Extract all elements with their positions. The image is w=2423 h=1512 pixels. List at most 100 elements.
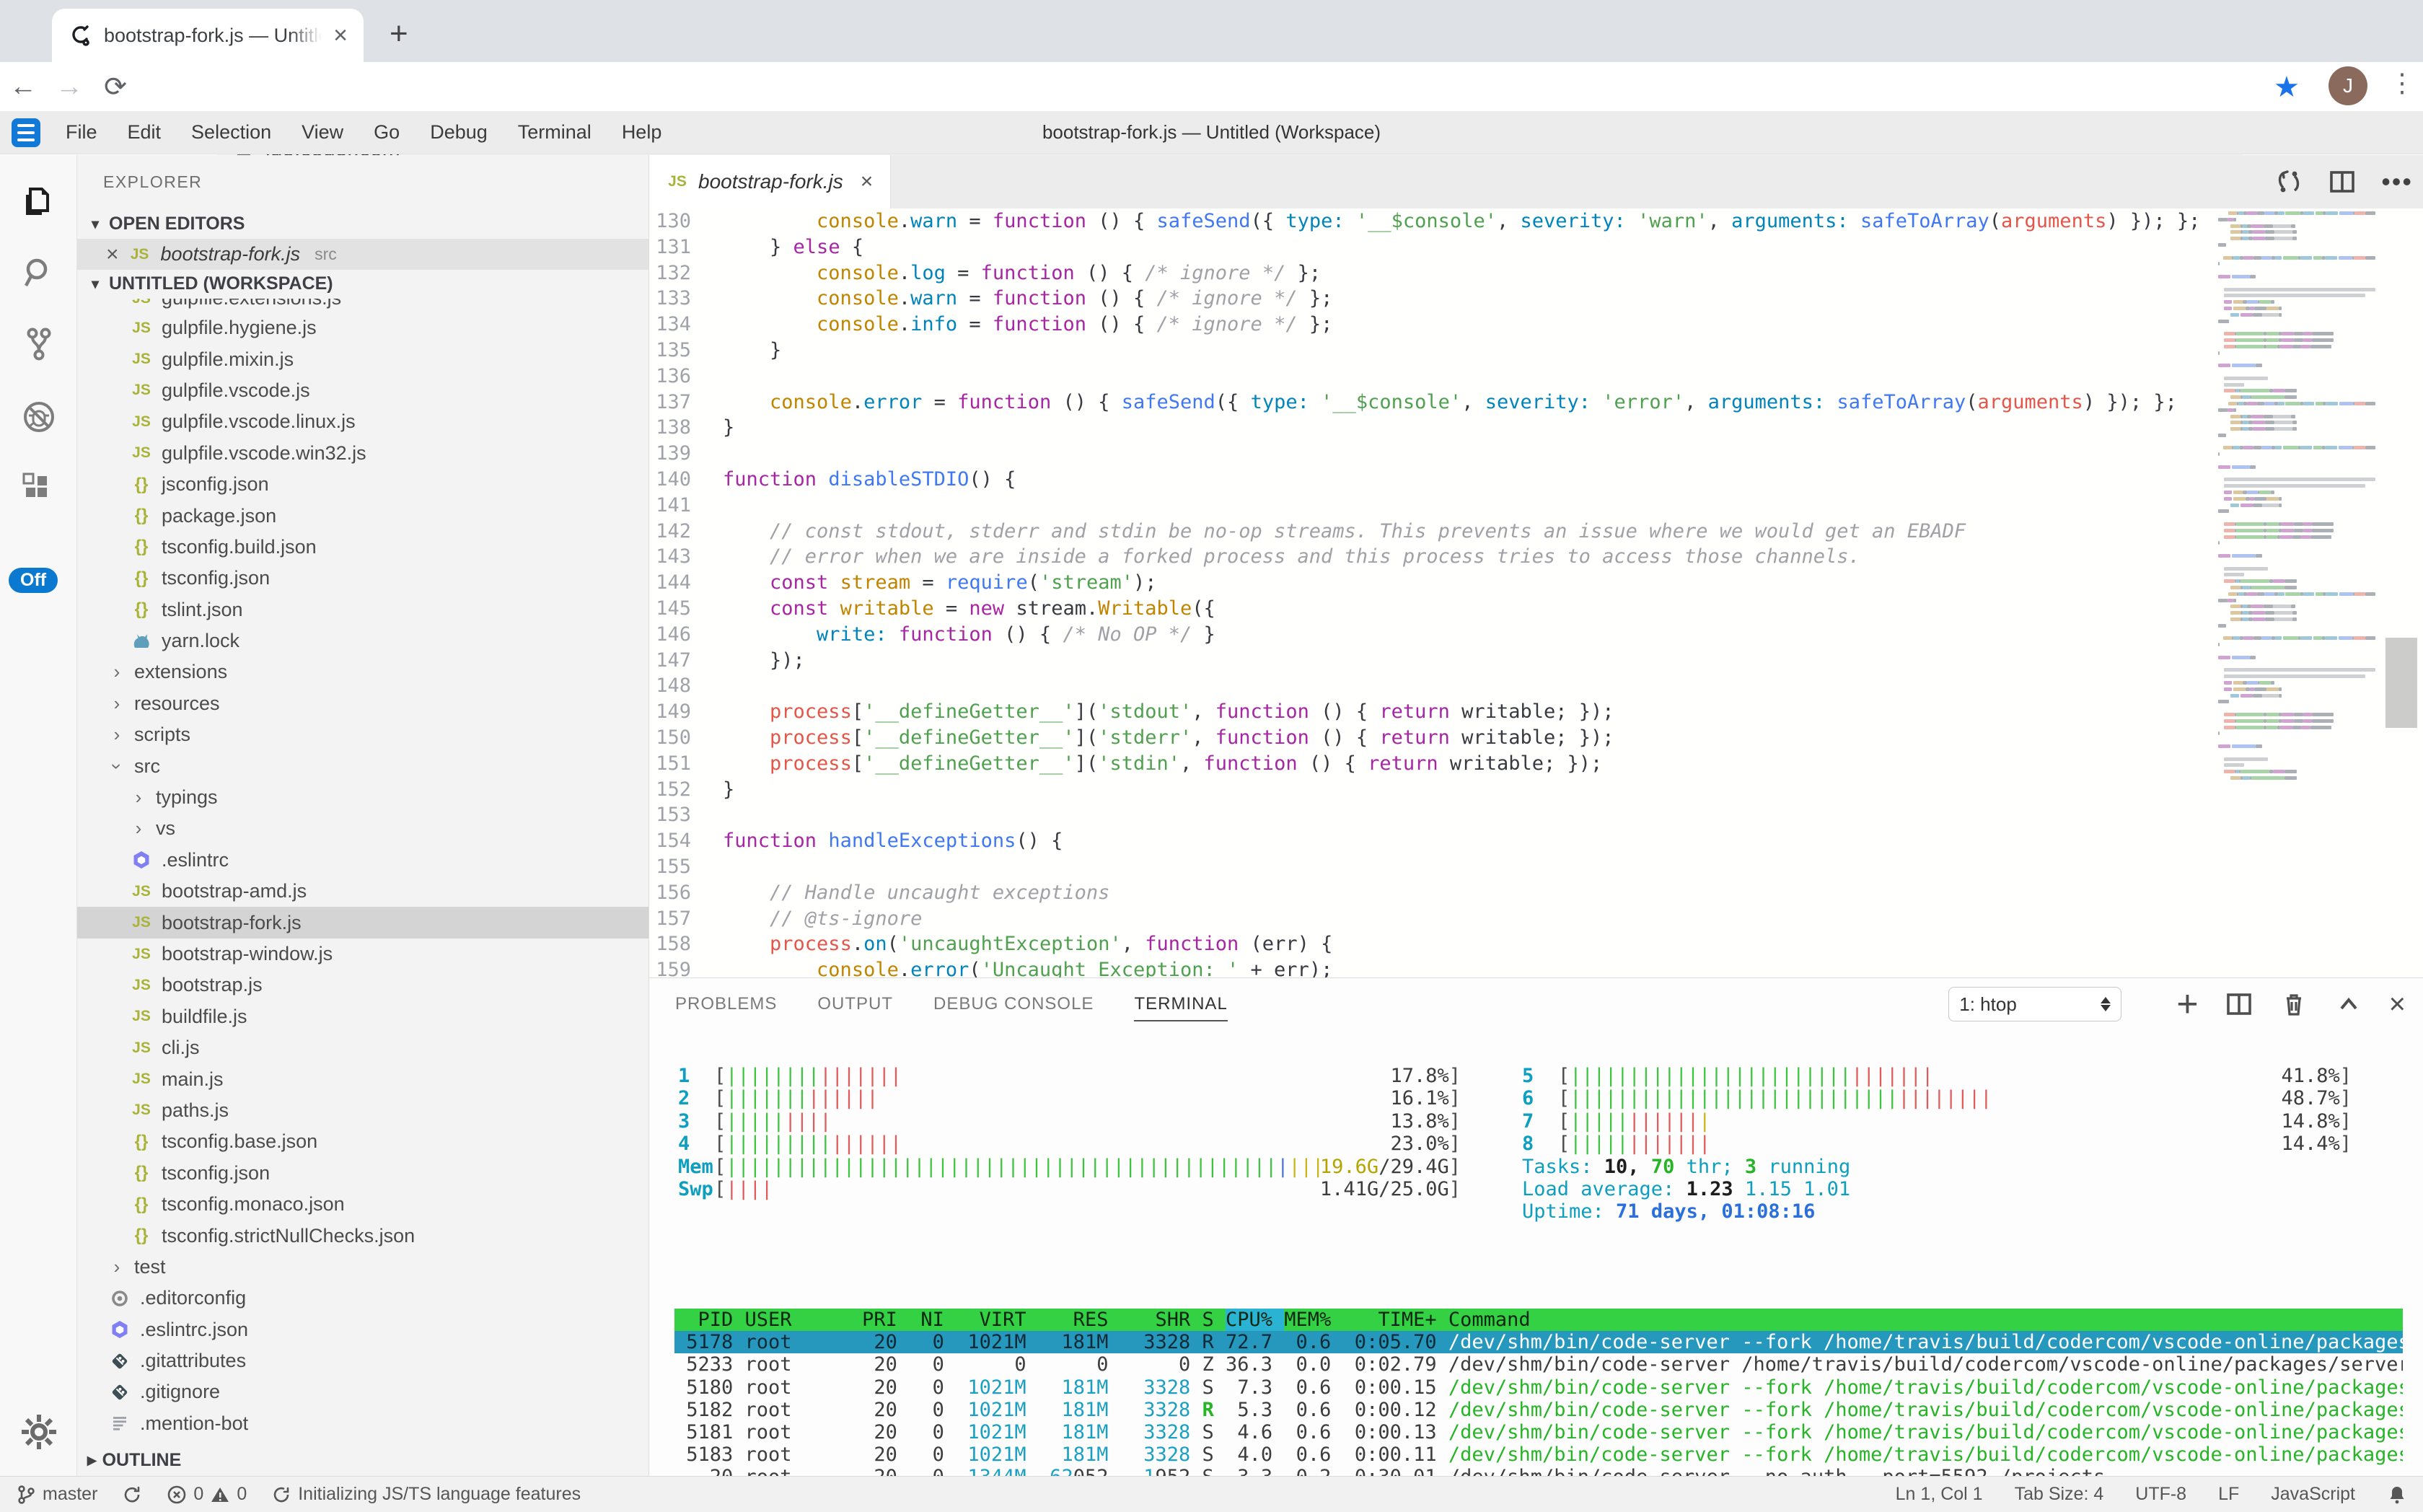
panel-tab-problems[interactable]: PROBLEMS (675, 994, 778, 1014)
process-row[interactable]: 5180 root 20 0 1021M 181M 3328 S 7.3 0.6… (674, 1376, 2403, 1399)
menu-terminal[interactable]: Terminal (517, 121, 592, 143)
file-row-.gitignore[interactable]: .gitignore (77, 1376, 648, 1407)
file-row-gulpfile.mixin.js[interactable]: JS gulpfile.mixin.js (77, 343, 648, 374)
file-row-gulpfile.extensions.js[interactable]: JS gulpfile.extensions.js (77, 299, 648, 313)
status-item-utf-8[interactable]: UTF-8 (2135, 1484, 2187, 1504)
bell-icon[interactable] (2387, 1485, 2407, 1505)
clipped-file-row[interactable]: JS gulpfile.extensions.js (77, 299, 648, 313)
menu-go[interactable]: Go (374, 121, 400, 143)
process-row[interactable]: 5182 root 20 0 1021M 181M 3328 R 5.3 0.6… (674, 1398, 2403, 1421)
file-row-bootstrap.js[interactable]: JS bootstrap.js (77, 970, 648, 1001)
browser-tab[interactable]: bootstrap-fork.js — Untitled (W × (52, 9, 364, 62)
reload-icon[interactable]: ⟳ (104, 71, 127, 102)
file-row-main.js[interactable]: JS main.js (77, 1063, 648, 1094)
panel-tab-terminal[interactable]: TERMINAL (1134, 978, 1228, 1030)
process-row[interactable]: 5181 root 20 0 1021M 181M 3328 S 4.6 0.6… (674, 1420, 2403, 1443)
file-row-.eslintrc.json[interactable]: .eslintrc.json (77, 1314, 648, 1345)
terminal-select[interactable]: 1: htop (1948, 987, 2122, 1021)
new-terminal-icon[interactable]: + (2176, 983, 2199, 1025)
app-logo-icon[interactable] (12, 118, 40, 147)
kill-terminal-icon[interactable] (2279, 990, 2308, 1019)
minimap[interactable] (2218, 211, 2375, 788)
cursor-position-item[interactable]: Ln 1, Col 1 (1895, 1484, 1983, 1504)
file-row-.mention-bot[interactable]: .mention-bot (77, 1408, 648, 1439)
folder-row-src[interactable]: › src (77, 750, 648, 781)
panel-tab-debug-console[interactable]: DEBUG CONSOLE (933, 994, 1094, 1014)
file-row-tsconfig.build.json[interactable]: {} tsconfig.build.json (77, 532, 648, 563)
extensions-icon[interactable] (0, 457, 77, 522)
browser-menu-icon[interactable]: ⋮ (2389, 68, 2415, 97)
editor-scrollbar[interactable] (2385, 638, 2417, 728)
outline-section[interactable]: ▸ OUTLINE (87, 1449, 182, 1471)
file-row-cli.js[interactable]: JS cli.js (77, 1032, 648, 1063)
file-row-.editorconfig[interactable]: .editorconfig (77, 1283, 648, 1314)
problems-item[interactable]: 0 0 (167, 1484, 247, 1505)
open-editor-item[interactable]: × JS bootstrap-fork.js src (77, 239, 648, 270)
panel-tab-output[interactable]: OUTPUT (817, 994, 894, 1014)
code-editor[interactable]: 130 console.warn = function () { safeSen… (649, 208, 2423, 977)
file-row-gulpfile.vscode.win32.js[interactable]: JS gulpfile.vscode.win32.js (77, 438, 648, 469)
git-branch-item[interactable]: master (16, 1484, 97, 1505)
bookmark-star-icon[interactable]: ★ (2274, 71, 2300, 103)
source-control-icon[interactable] (0, 311, 77, 376)
file-row-.eslintrc[interactable]: .eslintrc (77, 845, 648, 876)
editor-tab[interactable]: JS bootstrap-fork.js × (649, 155, 892, 208)
status-badge[interactable]: Off (9, 568, 58, 593)
menu-debug[interactable]: Debug (430, 121, 488, 143)
browser-avatar[interactable]: J (2329, 66, 2367, 105)
file-row-gulpfile.hygiene.js[interactable]: JS gulpfile.hygiene.js (77, 312, 648, 343)
file-row-tsconfig.base.json[interactable]: {} tsconfig.base.json (77, 1126, 648, 1157)
split-terminal-icon[interactable] (2225, 990, 2253, 1019)
forward-icon[interactable]: → (56, 71, 83, 102)
debug-disabled-icon[interactable] (0, 384, 77, 449)
process-row[interactable]: 5183 root 20 0 1021M 181M 3328 S 4.0 0.6… (674, 1443, 2403, 1467)
file-row-tsconfig.monaco.json[interactable]: {} tsconfig.monaco.json (77, 1189, 648, 1220)
file-row-tsconfig.json[interactable]: {} tsconfig.json (77, 563, 648, 594)
explorer-icon[interactable] (0, 170, 77, 234)
search-icon[interactable] (0, 240, 77, 305)
workspace-section[interactable]: ▾ UNTITLED (WORKSPACE) (77, 268, 648, 299)
file-row-gulpfile.vscode.js[interactable]: JS gulpfile.vscode.js (77, 375, 648, 406)
file-row-bootstrap-amd.js[interactable]: JS bootstrap-amd.js (77, 876, 648, 907)
file-row-package.json[interactable]: {} package.json (77, 500, 648, 531)
close-panel-icon[interactable]: × (2388, 988, 2406, 1020)
file-row-paths.js[interactable]: JS paths.js (77, 1095, 648, 1126)
folder-row-vs[interactable]: › vs (77, 813, 648, 844)
status-item-tab-size-4[interactable]: Tab Size: 4 (2014, 1484, 2104, 1504)
tab-close-icon[interactable]: × (333, 22, 348, 49)
sync-editor-icon[interactable] (2274, 167, 2303, 196)
maximize-panel-icon[interactable] (2334, 990, 2363, 1019)
open-editors-section[interactable]: ▾ OPEN EDITORS (77, 208, 648, 239)
split-editor-icon[interactable] (2328, 167, 2357, 196)
file-row-tsconfig.strictNullChecks.json[interactable]: {} tsconfig.strictNullChecks.json (77, 1220, 648, 1251)
file-row-bootstrap-window.js[interactable]: JS bootstrap-window.js (77, 939, 648, 970)
file-row-.gitattributes[interactable]: .gitattributes (77, 1345, 648, 1376)
settings-gear-icon[interactable] (0, 1399, 77, 1464)
folder-row-scripts[interactable]: › scripts (77, 719, 648, 750)
file-row-tslint.json[interactable]: {} tslint.json (77, 594, 648, 625)
file-row-yarn.lock[interactable]: yarn.lock (77, 625, 648, 656)
back-icon[interactable]: ← (9, 71, 37, 102)
new-tab-button[interactable]: + (390, 16, 408, 51)
file-row-buildfile.js[interactable]: JS buildfile.js (77, 1001, 648, 1032)
sync-item[interactable] (122, 1485, 142, 1505)
menu-edit[interactable]: Edit (127, 121, 162, 143)
menu-file[interactable]: File (66, 121, 97, 143)
process-row[interactable]: 5233 root 20 0 0 0 0 Z 36.3 0.0 0:02.79 … (674, 1353, 2403, 1376)
folder-row-resources[interactable]: › resources (77, 688, 648, 719)
tab-close-icon[interactable]: × (860, 170, 874, 193)
menu-help[interactable]: Help (621, 121, 662, 143)
status-item-javascript[interactable]: JavaScript (2271, 1484, 2355, 1504)
terminal[interactable]: 1[||||||||||||||| 17.8%] 2[||||||||||||| 16… (649, 1030, 2423, 1512)
menu-selection[interactable]: Selection (191, 121, 272, 143)
process-row[interactable]: 5178 root 20 0 1021M 181M 3328 R 72.7 0.… (674, 1331, 2403, 1354)
folder-row-typings[interactable]: › typings (77, 782, 648, 813)
status-item-lf[interactable]: LF (2218, 1484, 2240, 1504)
more-actions-icon[interactable]: ••• (2381, 167, 2413, 196)
file-row-tsconfig.json[interactable]: {} tsconfig.json (77, 1158, 648, 1189)
menu-view[interactable]: View (302, 121, 344, 143)
folder-row-test[interactable]: › test (77, 1252, 648, 1283)
file-row-gulpfile.vscode.linux.js[interactable]: JS gulpfile.vscode.linux.js (77, 406, 648, 437)
file-row-jsconfig.json[interactable]: {} jsconfig.json (77, 469, 648, 500)
file-row-bootstrap-fork.js[interactable]: JS bootstrap-fork.js (77, 907, 648, 939)
